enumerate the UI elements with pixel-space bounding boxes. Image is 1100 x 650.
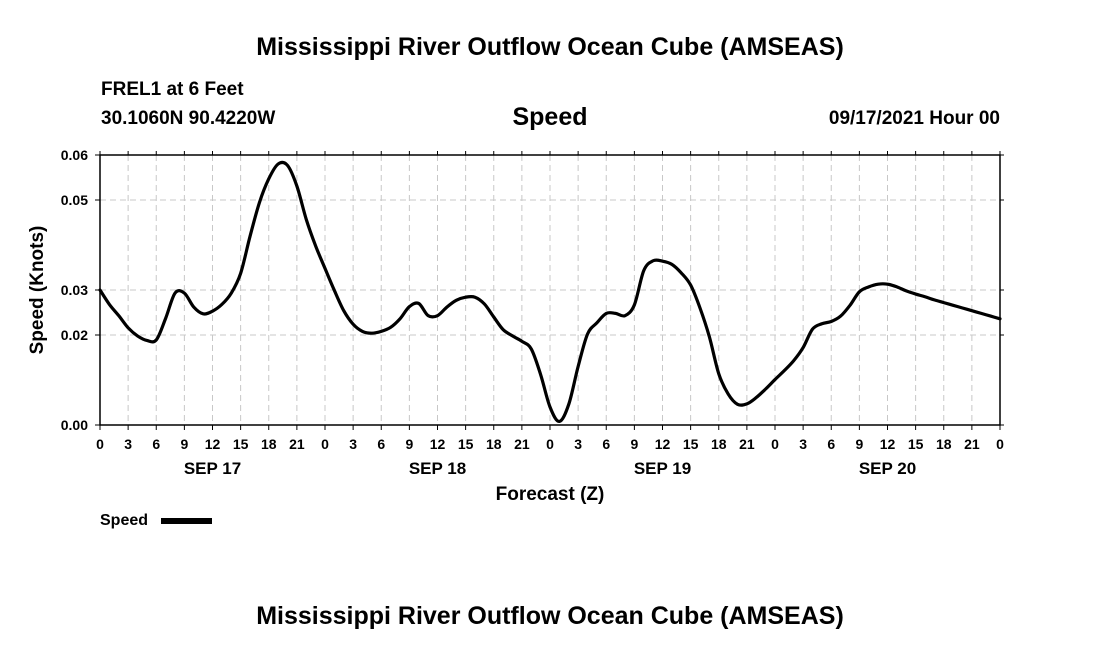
x-axis-ticks: 0 3 6 9 12 15 18 21 0 3 6 9 12 15 18 21 0 3 6 9 12 15 18 21 0 3 6 9… xyxy=(96,151,1004,452)
variable-title: Speed xyxy=(512,103,587,131)
series-layer xyxy=(98,160,1002,423)
x-tick-label: 0 xyxy=(771,436,779,452)
chart-main-title: Mississippi River Outflow Ocean Cube (AM… xyxy=(256,33,844,61)
x-tick-label: 18 xyxy=(261,436,277,452)
x-tick-label: 15 xyxy=(458,436,474,452)
forecast-datetime: 09/17/2021 Hour 00 xyxy=(829,108,1000,129)
x-tick-label: 21 xyxy=(514,436,530,452)
x-tick-label: 18 xyxy=(711,436,727,452)
y-tick-label: 0.06 xyxy=(61,147,88,163)
x-tick-label: 15 xyxy=(233,436,249,452)
x-tick-label: 0 xyxy=(546,436,554,452)
x-tick-label: 12 xyxy=(880,436,896,452)
x-tick-label: 6 xyxy=(377,436,385,452)
x-tick-label: 3 xyxy=(124,436,132,452)
x-axis-day-labels: SEP 17 SEP 18 SEP 19 SEP 20 xyxy=(184,459,916,478)
station-coords: 30.1060N 90.4220W xyxy=(101,108,275,129)
station-label: FREL1 at 6 Feet xyxy=(101,79,244,100)
y-axis-label: Speed (Knots) xyxy=(27,226,48,355)
x-tick-label: 21 xyxy=(964,436,980,452)
y-tick-label: 0.00 xyxy=(61,417,88,433)
x-tick-label: 9 xyxy=(855,436,863,452)
day-label: SEP 17 xyxy=(184,459,241,478)
x-tick-label: 0 xyxy=(996,436,1004,452)
x-tick-label: 15 xyxy=(908,436,924,452)
day-label: SEP 20 xyxy=(859,459,916,478)
legend: Speed xyxy=(100,512,212,529)
plot-area: 0 3 6 9 12 15 18 21 0 3 6 9 12 15 18 21 0 3 6 9 12 15 18 21 0 3 6 9… xyxy=(61,147,1004,452)
series-line-speed xyxy=(98,160,1002,423)
x-tick-label: 12 xyxy=(205,436,221,452)
horizontal-gridlines xyxy=(100,199,1000,336)
chart-footer-title: Mississippi River Outflow Ocean Cube (AM… xyxy=(256,602,844,630)
day-label: SEP 19 xyxy=(634,459,691,478)
x-tick-label: 3 xyxy=(799,436,807,452)
x-tick-label: 21 xyxy=(289,436,305,452)
x-tick-label: 9 xyxy=(180,436,188,452)
x-axis-label: Forecast (Z) xyxy=(496,484,605,505)
x-tick-label: 3 xyxy=(574,436,582,452)
x-tick-label: 18 xyxy=(936,436,952,452)
x-tick-label: 15 xyxy=(683,436,699,452)
y-tick-label: 0.03 xyxy=(61,282,88,298)
x-tick-label: 6 xyxy=(602,436,610,452)
x-tick-label: 0 xyxy=(96,436,104,452)
x-tick-label: 9 xyxy=(630,436,638,452)
y-tick-label: 0.02 xyxy=(61,327,88,343)
x-tick-label: 0 xyxy=(321,436,329,452)
x-tick-label: 9 xyxy=(405,436,413,452)
x-tick-label: 6 xyxy=(827,436,835,452)
x-tick-label: 12 xyxy=(655,436,671,452)
legend-label: Speed xyxy=(100,512,148,529)
x-tick-label: 6 xyxy=(152,436,160,452)
x-tick-label: 12 xyxy=(430,436,446,452)
day-label: SEP 18 xyxy=(409,459,466,478)
x-tick-label: 18 xyxy=(486,436,502,452)
x-tick-label: 21 xyxy=(739,436,755,452)
y-tick-label: 0.05 xyxy=(61,192,88,208)
x-tick-label: 3 xyxy=(349,436,357,452)
y-axis-ticks: 0.00 0.02 0.03 0.05 0.06 xyxy=(61,147,1004,433)
